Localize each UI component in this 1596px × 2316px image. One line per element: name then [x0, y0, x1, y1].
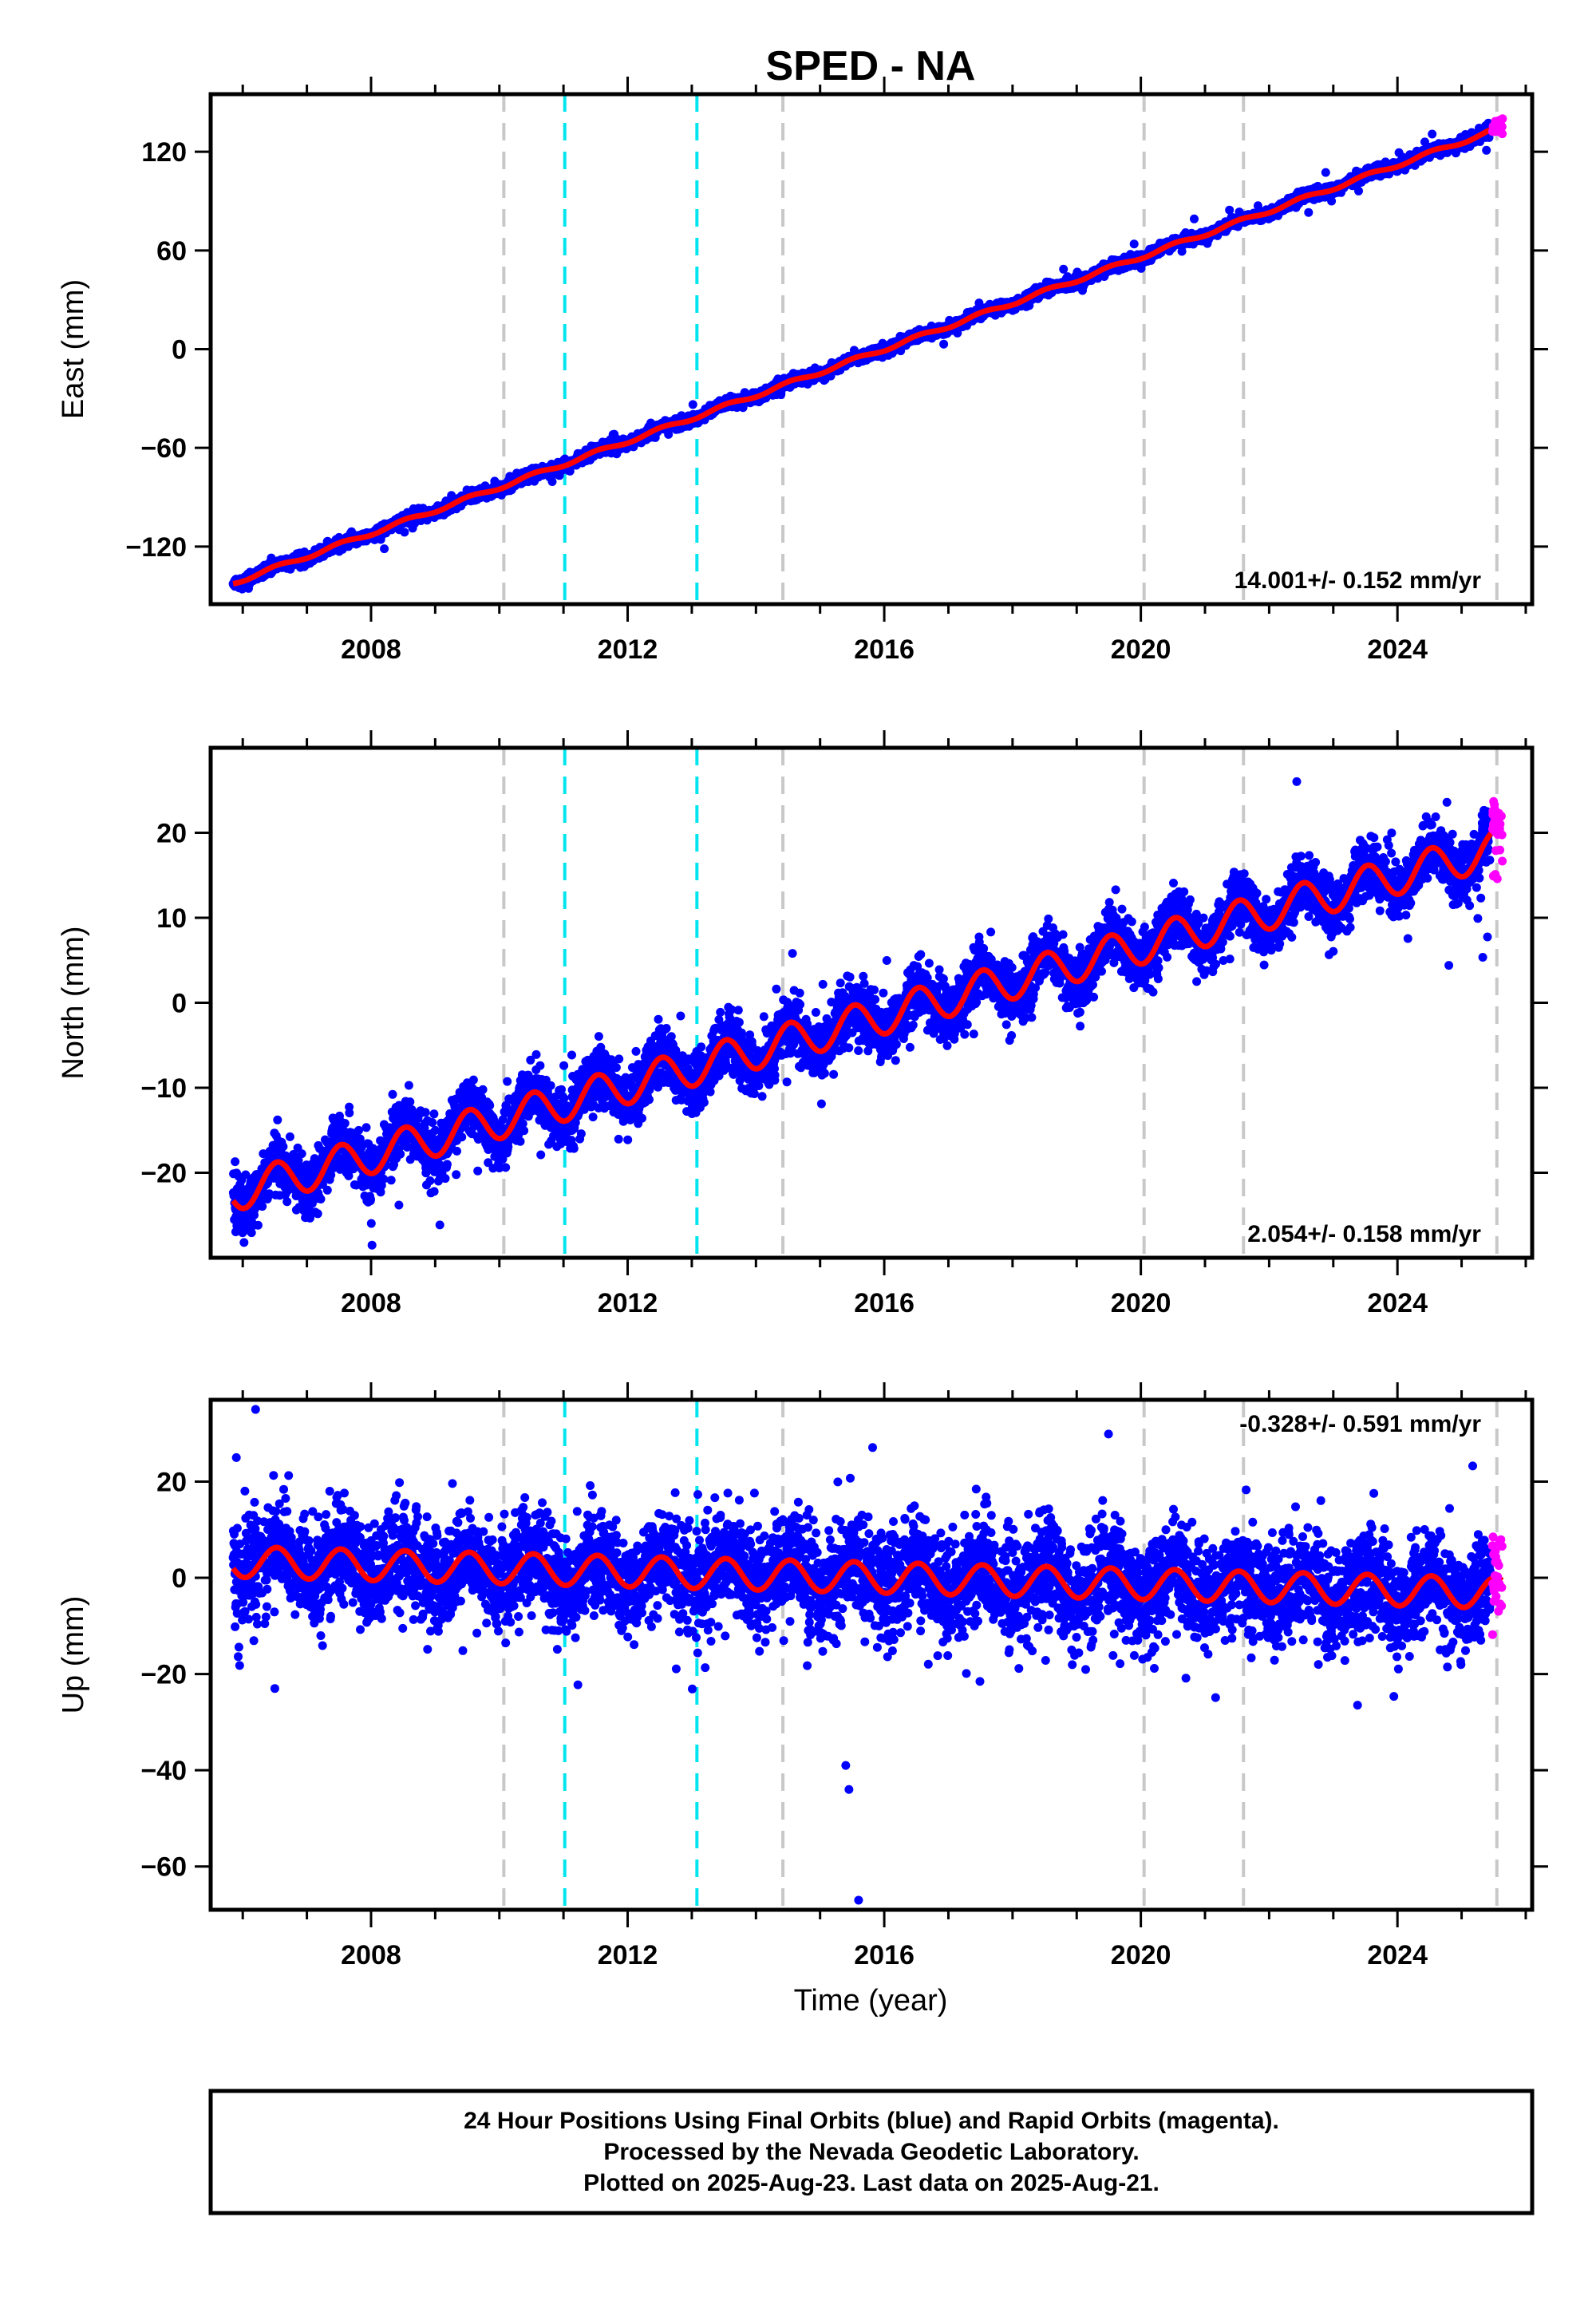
east-plot-area — [228, 94, 1507, 604]
east-point — [380, 544, 389, 554]
east-point — [400, 528, 409, 537]
east-point — [1190, 214, 1199, 223]
east-point — [1059, 264, 1069, 274]
east-point — [1129, 239, 1139, 249]
east-point — [1225, 205, 1235, 215]
chart-title: SPED - NA — [766, 43, 976, 89]
east-point — [547, 477, 557, 486]
east-point — [1321, 168, 1330, 177]
east-point — [688, 400, 697, 409]
east-point — [1304, 207, 1314, 217]
east-point — [939, 339, 949, 349]
